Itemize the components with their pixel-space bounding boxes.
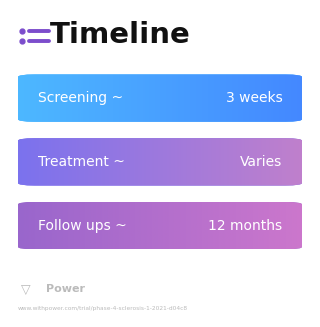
Text: ▽: ▽ (21, 283, 30, 296)
FancyBboxPatch shape (18, 138, 302, 185)
Text: 12 months: 12 months (208, 219, 283, 232)
Text: Timeline: Timeline (50, 21, 190, 49)
Text: Power: Power (46, 284, 85, 294)
Text: www.withpower.com/trial/phase-4-sclerosis-1-2021-d04c8: www.withpower.com/trial/phase-4-sclerosi… (18, 305, 188, 311)
Text: Treatment ~: Treatment ~ (37, 155, 124, 169)
FancyBboxPatch shape (18, 75, 302, 122)
Text: 3 weeks: 3 weeks (226, 91, 283, 105)
Text: Screening ~: Screening ~ (37, 91, 123, 105)
Text: Varies: Varies (240, 155, 283, 169)
FancyBboxPatch shape (18, 202, 302, 249)
Text: Follow ups ~: Follow ups ~ (37, 219, 126, 232)
